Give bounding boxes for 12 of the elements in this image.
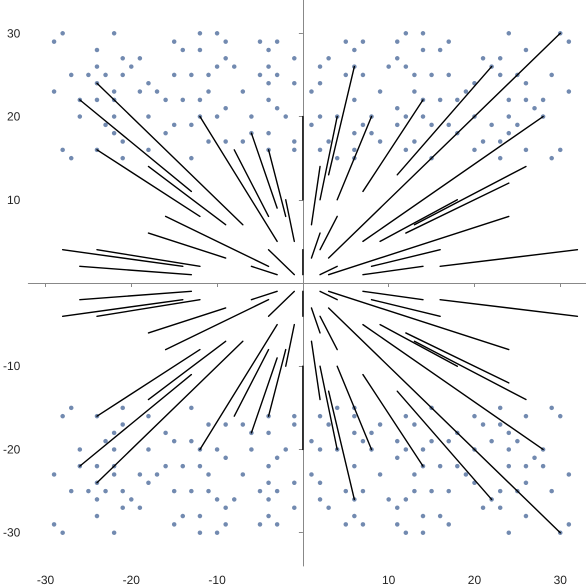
x-tick-label: -20 — [122, 573, 140, 586]
x-tick-label: 30 — [554, 573, 568, 586]
x-tick-label: -30 — [36, 573, 54, 586]
x-tick-label: 20 — [468, 573, 482, 586]
y-tick-label: 30 — [6, 26, 21, 40]
y-tick-label: -20 — [3, 442, 21, 456]
y-tick-label: -10 — [3, 359, 21, 374]
x-tick-label: -10 — [208, 573, 226, 586]
y-tick-label: -30 — [3, 526, 21, 540]
y-tick-label: 20 — [6, 110, 21, 124]
y-tick-label: 10 — [6, 192, 21, 207]
x-tick-label: 10 — [382, 573, 396, 586]
